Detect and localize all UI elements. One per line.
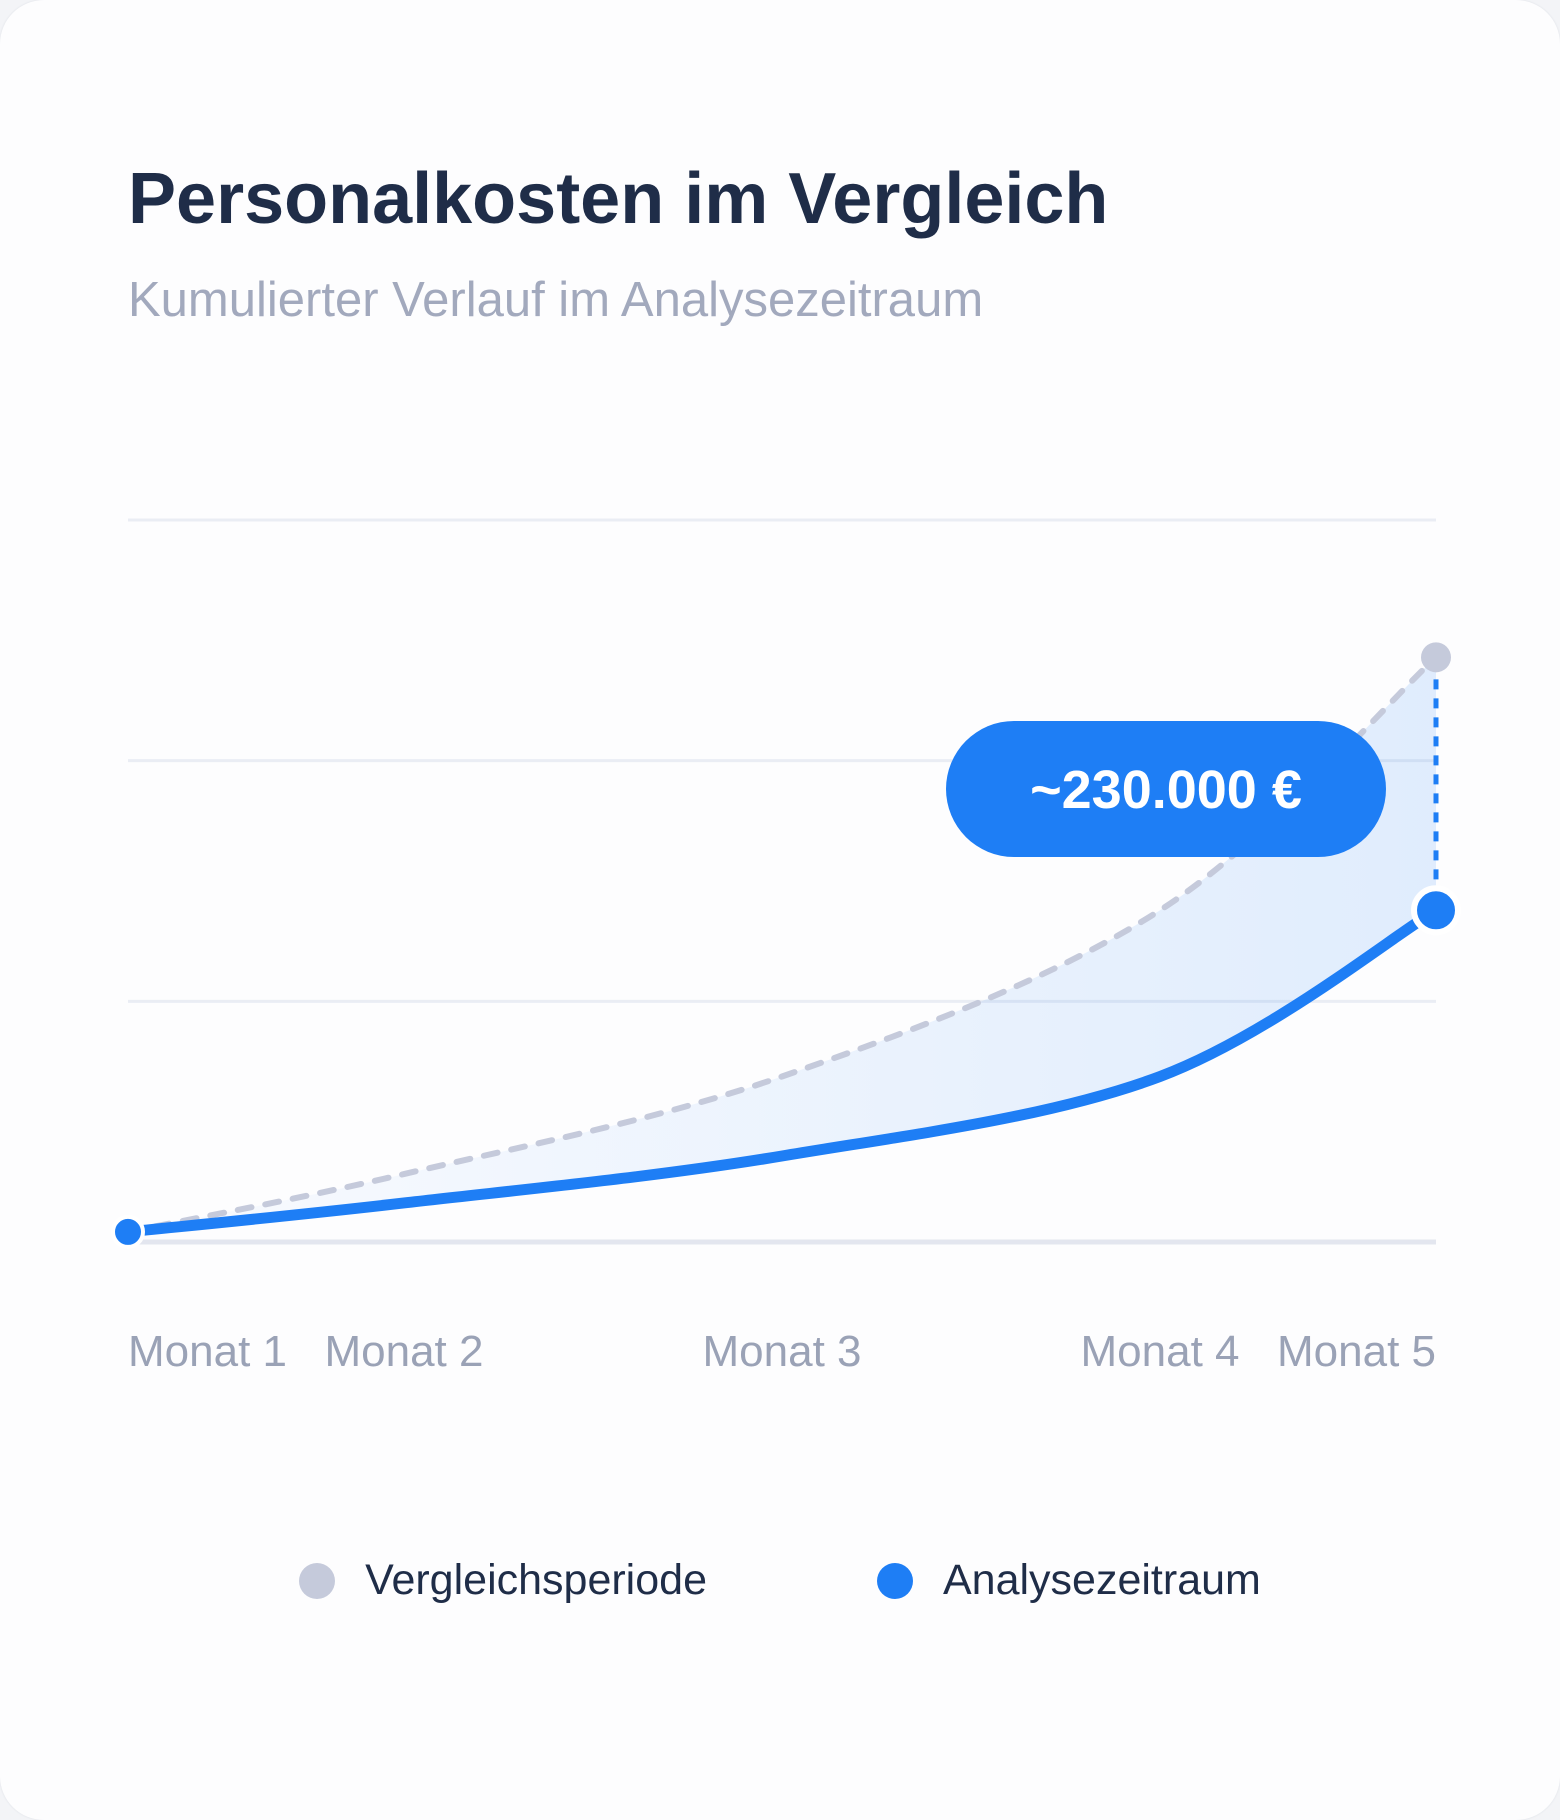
series-line-analysezeitraum (122, 904, 1442, 1238)
legend: Vergleichsperiode Analysezeitraum (0, 1556, 1560, 1605)
x-tick-label: Monat 4 (1081, 1327, 1240, 1376)
x-axis-ticks: Monat 1 Monat 2 Monat 3 Monat 4 Monat 5 (128, 1327, 1436, 1376)
chart-subtitle: Kumulierter Verlauf im Analysezeitraum (128, 273, 984, 327)
legend-dot-analysezeitraum (876, 1562, 913, 1599)
series-line-vergleichsperiode (125, 654, 1439, 1235)
chart-title: Personalkosten im Vergleich (128, 159, 1109, 239)
callout-value: ~230.000 € (1030, 760, 1302, 820)
point-markers (111, 642, 1461, 1249)
legend-dot-vergleichsperiode (299, 1562, 336, 1599)
x-tick-label: Monat 5 (1277, 1327, 1436, 1376)
legend-label: Analysezeitraum (942, 1556, 1261, 1604)
end-point-analysezeitraum (1411, 885, 1461, 936)
legend-item-analysezeitraum: Analysezeitraum (876, 1556, 1261, 1605)
x-tick-label: Monat 1 (128, 1327, 287, 1376)
legend-item-vergleichsperiode: Vergleichsperiode (299, 1556, 707, 1605)
callout-badge (946, 721, 1386, 857)
legend-label: Vergleichsperiode (365, 1556, 707, 1604)
gap-callout: ~230.000 € (946, 679, 1439, 881)
series-lines (122, 654, 1442, 1238)
start-point-marker (111, 1214, 145, 1249)
x-tick-label: Monat 2 (324, 1327, 483, 1376)
x-tick-label: Monat 3 (703, 1327, 862, 1376)
end-point-vergleichsperiode (1421, 642, 1451, 673)
